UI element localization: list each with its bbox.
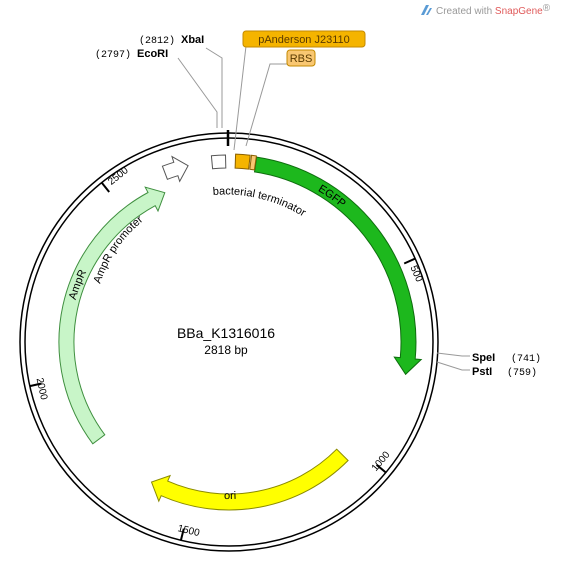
plasmid-length: 2818 bp bbox=[204, 343, 248, 357]
feature-label-terminator: bacterial terminator bbox=[212, 185, 308, 219]
tag-text: pAnderson J23110 bbox=[258, 34, 350, 46]
tag-rbs: RBS bbox=[286, 49, 316, 67]
site-name: XbaI bbox=[181, 34, 204, 46]
spei-leader bbox=[436, 352, 470, 357]
site-name: EcoRI bbox=[137, 48, 168, 60]
feature-egfp bbox=[253, 156, 423, 376]
tick-layer: 500 1000 1500 2000 2500 bbox=[29, 165, 424, 541]
feature-bacterial-terminator bbox=[210, 154, 227, 170]
site-name: SpeI bbox=[472, 352, 495, 364]
psti-leader bbox=[436, 361, 470, 371]
watermark-prefix: Created with bbox=[436, 6, 495, 17]
backbone-inner-ring bbox=[24, 137, 434, 547]
tick-label-1000: 1000 bbox=[370, 449, 393, 473]
panderson-leader bbox=[233, 45, 247, 151]
feature-rbs bbox=[249, 154, 257, 171]
xbai-leader bbox=[205, 47, 223, 128]
site-spei: SpeI (741) bbox=[472, 352, 541, 365]
tag-background bbox=[242, 30, 366, 48]
site-position: (2812) bbox=[139, 35, 175, 47]
svg-text:Created with SnapGene®: Created with SnapGene® bbox=[436, 3, 551, 17]
snapgene-logo-icon bbox=[421, 5, 432, 15]
site-ecori: (2797) EcoRI bbox=[95, 48, 168, 61]
tick-mark-1500 bbox=[179, 528, 185, 541]
feature-panderson bbox=[234, 153, 251, 170]
ecori-leader bbox=[177, 57, 218, 128]
tick-mark-2500 bbox=[100, 181, 110, 193]
tick-mark-1000 bbox=[375, 464, 387, 474]
site-position: (741) bbox=[511, 353, 541, 365]
watermark-reg: ® bbox=[543, 3, 551, 14]
snapgene-watermark: Created with SnapGene® bbox=[421, 3, 551, 17]
tick-label-500: 500 bbox=[407, 264, 424, 284]
tick-label-1500: 1500 bbox=[176, 523, 201, 539]
feature-ampr-promoter bbox=[161, 155, 189, 183]
site-position: (2797) bbox=[95, 49, 131, 61]
tick-mark-500 bbox=[403, 257, 416, 265]
rbs-leader bbox=[245, 63, 290, 147]
tick-mark-2000 bbox=[29, 382, 42, 388]
watermark-brand: SnapGene bbox=[495, 6, 543, 17]
tag-panderson: pAnderson J23110 bbox=[242, 30, 366, 48]
site-name: PstI bbox=[472, 366, 492, 378]
feature-ampr bbox=[58, 186, 166, 445]
tag-text: RBS bbox=[290, 53, 313, 65]
site-psti: PstI (759) bbox=[472, 366, 537, 379]
tag-background bbox=[286, 49, 316, 67]
site-position: (759) bbox=[507, 367, 537, 379]
feature-ori bbox=[150, 448, 349, 511]
plasmid-name: BBa_K1316016 bbox=[177, 325, 275, 341]
feature-label-ori: ori bbox=[224, 490, 236, 502]
site-xbai: (2812) XbaI bbox=[139, 34, 204, 47]
tick-label-2000: 2000 bbox=[34, 377, 50, 402]
tick-label-2500: 2500 bbox=[106, 165, 131, 188]
